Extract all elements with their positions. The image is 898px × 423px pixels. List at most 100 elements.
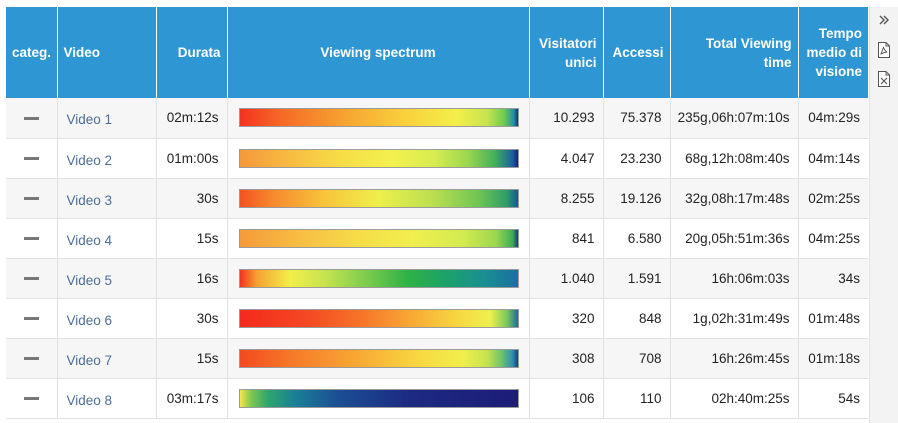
accesses-cell: 708 <box>603 338 671 379</box>
duration-cell: 30s <box>156 178 228 219</box>
video-link[interactable]: Video 7 <box>57 338 157 379</box>
viewing-spectrum-bar <box>238 148 519 168</box>
pdf-file-icon[interactable] <box>874 40 894 60</box>
total-viewing-time-cell: 68g,12h:08m:40s <box>670 138 799 179</box>
double-chevron-right-icon[interactable] <box>874 10 894 30</box>
column-header-unique-visitors[interactable]: Visitatori unici <box>529 7 604 98</box>
avg-viewing-time-cell: 04m:14s <box>798 138 868 179</box>
video-link[interactable]: Video 4 <box>57 218 157 259</box>
unique-visitors-cell: 4.047 <box>529 138 604 179</box>
table-row: Video 8 03m:17s 106 110 02h:40m:25s 54s <box>6 378 868 419</box>
spectrum-cell <box>227 98 530 139</box>
viewing-spectrum-bar <box>238 108 519 128</box>
spectrum-cell <box>227 178 530 219</box>
accesses-cell: 1.591 <box>603 258 671 299</box>
category-cell <box>6 338 58 379</box>
column-header-category[interactable]: categ. <box>6 7 58 98</box>
category-cell <box>6 138 58 179</box>
duration-cell: 15s <box>156 218 228 259</box>
viewing-spectrum-bar <box>238 388 519 408</box>
column-header-video[interactable]: Video <box>57 7 157 98</box>
video-link[interactable]: Video 3 <box>57 178 157 219</box>
avg-viewing-time-cell: 04m:29s <box>798 98 868 139</box>
accesses-cell: 19.126 <box>603 178 671 219</box>
total-viewing-time-cell: 20g,05h:51m:36s <box>670 218 799 259</box>
total-viewing-time-cell: 16h:06m:03s <box>670 258 799 299</box>
unique-visitors-cell: 10.293 <box>529 98 604 139</box>
category-indicator <box>23 197 39 201</box>
spectrum-cell <box>227 338 530 379</box>
total-viewing-time-cell: 16h:26m:45s <box>670 338 799 379</box>
avg-viewing-time-cell: 34s <box>798 258 868 299</box>
table-row: Video 4 15s 841 6.580 20g,05h:51m:36s 04m:25s <box>6 218 868 259</box>
spectrum-cell <box>227 138 530 179</box>
duration-cell: 30s <box>156 298 228 339</box>
spectrum-cell <box>227 218 530 259</box>
unique-visitors-cell: 841 <box>529 218 604 259</box>
avg-viewing-time-cell: 01m:48s <box>798 298 868 339</box>
spectrum-cell <box>227 378 530 419</box>
category-cell <box>6 378 58 419</box>
video-link[interactable]: Video 5 <box>57 258 157 299</box>
category-cell <box>6 98 58 139</box>
avg-viewing-time-cell: 02m:25s <box>798 178 868 219</box>
category-indicator <box>23 357 39 361</box>
viewing-spectrum-bar <box>238 348 519 368</box>
avg-viewing-time-cell: 04m:25s <box>798 218 868 259</box>
table-row: Video 7 15s 308 708 16h:26m:45s 01m:18s <box>6 338 868 379</box>
video-link[interactable]: Video 6 <box>57 298 157 339</box>
viewing-spectrum-bar <box>238 228 519 248</box>
category-cell <box>6 178 58 219</box>
spectrum-cell <box>227 258 530 299</box>
unique-visitors-cell: 320 <box>529 298 604 339</box>
accesses-cell: 110 <box>603 378 671 419</box>
accesses-cell: 23.230 <box>603 138 671 179</box>
column-header-duration[interactable]: Durata <box>156 7 228 98</box>
accesses-cell: 75.378 <box>603 98 671 139</box>
duration-cell: 02m:12s <box>156 98 228 139</box>
side-toolbar <box>869 7 898 423</box>
excel-file-icon[interactable] <box>874 69 894 89</box>
total-viewing-time-cell: 1g,02h:31m:49s <box>670 298 799 339</box>
video-stats-table-container: categ. Video Durata Viewing spectrum Vis… <box>6 7 868 423</box>
total-viewing-time-cell: 32g,08h:17m:48s <box>670 178 799 219</box>
category-indicator <box>23 397 39 401</box>
category-indicator <box>23 237 39 241</box>
unique-visitors-cell: 106 <box>529 378 604 419</box>
column-header-spectrum[interactable]: Viewing spectrum <box>227 7 530 98</box>
category-cell <box>6 258 58 299</box>
table-row: Video 1 02m:12s 10.293 75.378 235g,06h:07m:1… <box>6 98 868 139</box>
spectrum-cell <box>227 298 530 339</box>
video-stats-table: categ. Video Durata Viewing spectrum Vis… <box>6 7 868 419</box>
column-header-total-viewing-time[interactable]: Total Viewing time <box>670 7 799 98</box>
column-header-avg-viewing-time[interactable]: Tempo medio di visione <box>798 7 868 98</box>
duration-cell: 01m:00s <box>156 138 228 179</box>
viewing-spectrum-bar <box>238 268 519 288</box>
accesses-cell: 848 <box>603 298 671 339</box>
duration-cell: 15s <box>156 338 228 379</box>
table-row: Video 6 30s 320 848 1g,02h:31m:49s 01m:48s <box>6 298 868 339</box>
table-row: Video 5 16s 1.040 1.591 16h:06m:03s 34s <box>6 258 868 299</box>
category-cell <box>6 298 58 339</box>
category-indicator <box>23 277 39 281</box>
category-indicator <box>23 117 39 121</box>
unique-visitors-cell: 308 <box>529 338 604 379</box>
viewing-spectrum-bar <box>238 308 519 328</box>
unique-visitors-cell: 8.255 <box>529 178 604 219</box>
table-body: Video 1 02m:12s 10.293 75.378 235g,06h:07m:1… <box>6 98 868 419</box>
total-viewing-time-cell: 235g,06h:07m:10s <box>670 98 799 139</box>
duration-cell: 16s <box>156 258 228 299</box>
table-row: Video 2 01m:00s 4.047 23.230 68g,12h:08m:40s… <box>6 138 868 179</box>
category-indicator <box>23 157 39 161</box>
video-link[interactable]: Video 8 <box>57 378 157 419</box>
video-link[interactable]: Video 1 <box>57 98 157 139</box>
total-viewing-time-cell: 02h:40m:25s <box>670 378 799 419</box>
category-indicator <box>23 317 39 321</box>
video-link[interactable]: Video 2 <box>57 138 157 179</box>
duration-cell: 03m:17s <box>156 378 228 419</box>
table-header-row: categ. Video Durata Viewing spectrum Vis… <box>6 7 868 98</box>
accesses-cell: 6.580 <box>603 218 671 259</box>
column-header-accesses[interactable]: Accessi <box>603 7 671 98</box>
avg-viewing-time-cell: 54s <box>798 378 868 419</box>
avg-viewing-time-cell: 01m:18s <box>798 338 868 379</box>
